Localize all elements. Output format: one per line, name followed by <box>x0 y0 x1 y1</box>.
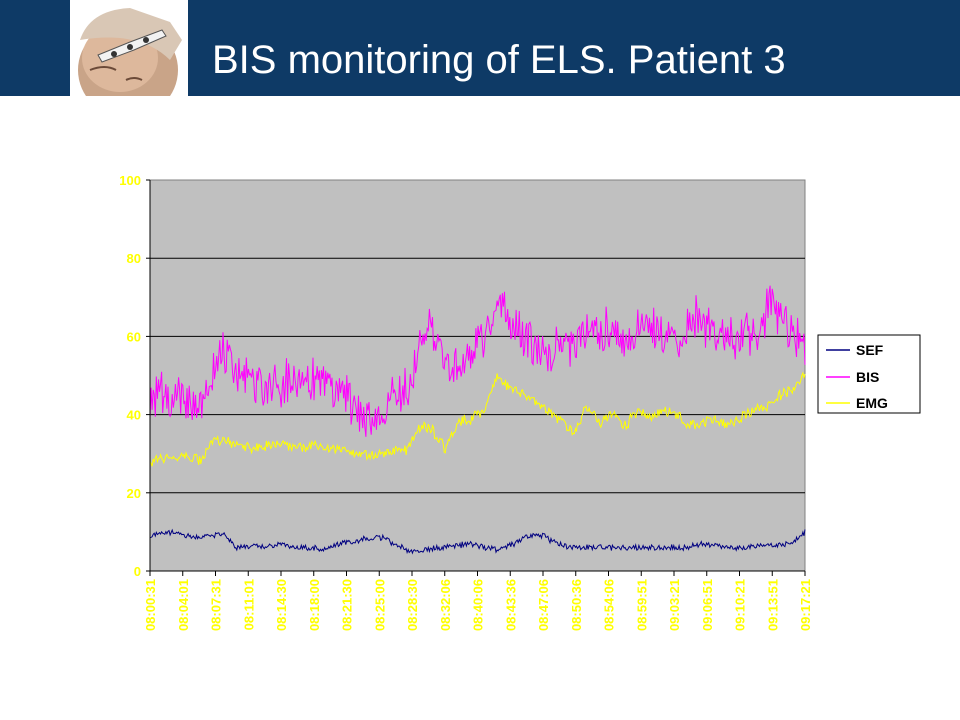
y-tick-label: 20 <box>127 486 141 501</box>
series-line-emg <box>149 371 806 467</box>
series-line-bis <box>149 285 806 437</box>
x-tick-label: 09:17:21 <box>798 579 813 631</box>
x-tick-label: 09:13:51 <box>765 579 780 631</box>
x-tick-label: 08:25:00 <box>372 579 387 631</box>
y-tick-label: 80 <box>127 251 141 266</box>
x-tick-label: 08:59:51 <box>634 579 649 631</box>
patient-photo-image <box>70 0 188 118</box>
legend: SEF BIS EMG <box>817 334 921 414</box>
x-axis-ticks: 08:00:31 08:04:01 08:07:31 08:11:01 08:14:30… <box>143 571 813 631</box>
x-tick-label: 09:10:21 <box>733 579 748 631</box>
x-tick-label: 08:43:36 <box>503 579 518 631</box>
x-tick-label: 08:07:31 <box>209 579 224 631</box>
y-axis-ticks: 0 20 40 60 80 100 <box>119 173 150 579</box>
x-tick-label: 08:21:30 <box>340 579 355 631</box>
x-tick-label: 08:54:06 <box>602 579 617 631</box>
x-tick-label: 08:18:00 <box>307 579 322 631</box>
legend-label-emg: EMG <box>856 395 888 411</box>
y-tick-label: 100 <box>119 173 141 188</box>
x-tick-label: 08:50:36 <box>569 579 584 631</box>
patient-photo <box>70 0 188 118</box>
axes <box>149 180 805 572</box>
x-tick-label: 08:00:31 <box>143 579 158 631</box>
y-tick-label: 0 <box>134 564 141 579</box>
x-tick-label: 08:11:01 <box>241 579 256 630</box>
x-tick-label: 08:28:30 <box>405 579 420 631</box>
plot-area <box>149 179 806 572</box>
x-tick-label: 08:32:06 <box>438 579 453 631</box>
legend-label-bis: BIS <box>856 369 879 385</box>
x-tick-label: 08:04:01 <box>176 579 191 631</box>
legend-box <box>817 334 921 414</box>
page-title: BIS monitoring of ELS. Patient 3 <box>212 38 786 82</box>
y-tick-label: 60 <box>127 329 141 344</box>
x-tick-label: 08:40:06 <box>471 579 486 631</box>
x-tick-label: 09:03:21 <box>667 579 682 631</box>
series-lines <box>149 285 806 555</box>
x-tick-label: 08:47:06 <box>536 579 551 631</box>
legend-label-sef: SEF <box>856 342 884 358</box>
series-line-sef <box>149 528 806 555</box>
x-tick-label: 09:06:51 <box>700 579 715 631</box>
x-tick-label: 08:14:30 <box>274 579 289 631</box>
y-tick-label: 40 <box>127 408 141 423</box>
